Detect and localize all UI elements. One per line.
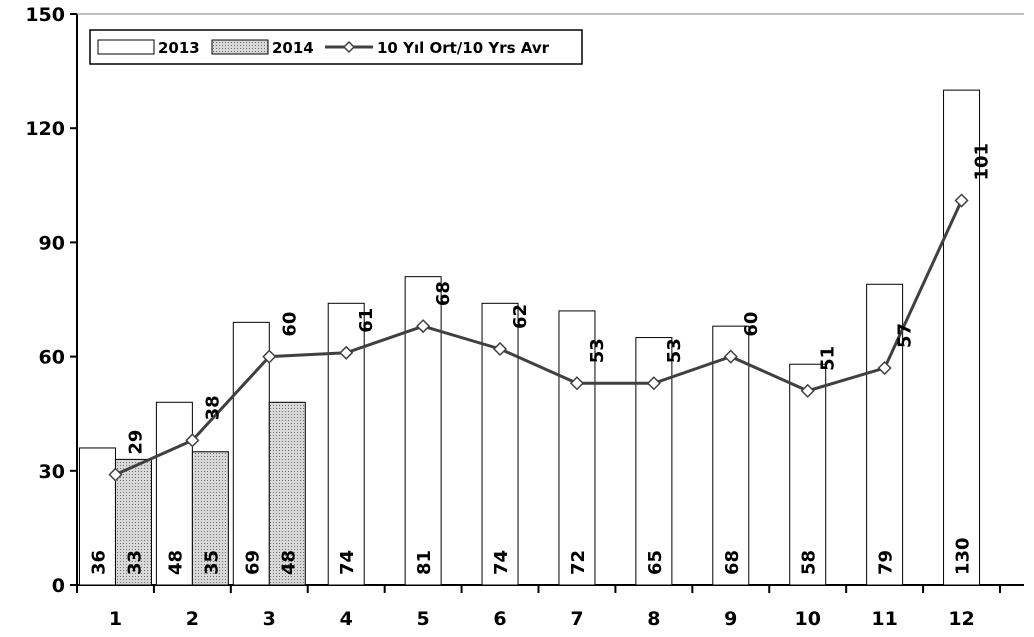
line-value-label: 51 (818, 346, 839, 371)
line-10yr-avg (114, 199, 963, 476)
bar-2013 (78, 447, 116, 586)
line-point-diamond (646, 376, 661, 391)
x-tick-label: 8 (647, 608, 660, 630)
line-value-label: 60 (279, 312, 300, 337)
bar-2013 (232, 321, 270, 586)
legend-label-2013: 2013 (158, 39, 200, 57)
line-point-diamond (800, 383, 815, 398)
bar-label-2014: 35 (201, 550, 222, 575)
line-value-label: 62 (510, 304, 531, 329)
bar-label-2013: 65 (645, 550, 666, 575)
x-tick-label: 3 (263, 608, 276, 630)
bar-label-2013: 72 (568, 550, 589, 575)
line-point-diamond (262, 349, 277, 364)
legend-label-10yr-avg: 10 Yıl Ort/10 Yrs Avr (377, 39, 550, 57)
y-tick-label: 150 (25, 4, 65, 26)
x-tick-label: 4 (340, 608, 353, 630)
bar-2013 (155, 401, 193, 586)
x-tick-label: 1 (109, 608, 122, 630)
legend-swatch-2014 (211, 39, 269, 55)
line-point-diamond (954, 193, 969, 208)
x-tick-label: 5 (417, 608, 430, 630)
bar-label-2013: 69 (242, 550, 263, 575)
line-point-diamond (492, 341, 508, 357)
legend-box (89, 29, 583, 65)
legend-label-2014: 2014 (272, 39, 314, 57)
x-tick-label: 6 (493, 608, 506, 630)
y-tick-label: 0 (52, 575, 65, 597)
legend-swatch-2013 (97, 39, 155, 55)
y-tick-label: 60 (39, 347, 65, 369)
bar-2014 (268, 401, 306, 586)
bar-label-2013: 81 (414, 550, 435, 575)
bar-label-2013: 79 (876, 550, 897, 575)
line-point-diamond (185, 433, 200, 448)
line-value-label: 53 (664, 338, 685, 363)
y-tick-label: 90 (39, 232, 65, 254)
line-point-diamond (108, 467, 123, 482)
x-tick-label: 11 (871, 608, 897, 630)
bar-label-2013: 68 (722, 550, 743, 575)
bar-2013 (866, 283, 904, 586)
line-point-diamond (339, 345, 354, 360)
line-series-group (108, 193, 969, 482)
y-tick-label: 120 (25, 118, 65, 140)
x-tick-label: 12 (948, 608, 974, 630)
y-axis: 0 30 60 90 120 150 (25, 4, 1024, 597)
x-tick-label: 9 (724, 608, 737, 630)
line-point-diamond (416, 319, 431, 334)
bar-2013 (712, 325, 750, 586)
bar-2014 (114, 458, 152, 586)
bar-label-2013: 36 (88, 550, 109, 575)
bar-label-2013: 48 (165, 550, 186, 575)
bar-label-2013: 130 (953, 537, 974, 575)
line-value-label: 101 (972, 143, 993, 181)
line-value-label: 61 (356, 308, 377, 333)
x-tick-label: 7 (570, 608, 583, 630)
x-tick-label: 2 (186, 608, 199, 630)
bar-label-2013: 74 (337, 550, 358, 575)
data-labels-group: 36 33 48 35 69 48 74 81 74 72 65 68 58 79 130 29 38 60 61 6… (88, 143, 992, 575)
bar-2013 (327, 302, 365, 586)
line-value-label: 68 (433, 281, 454, 306)
line-value-label: 29 (125, 430, 146, 455)
bar-label-2014: 48 (278, 550, 299, 575)
line-point-diamond (877, 360, 892, 376)
legend: 2013 2014 10 Yıl Ort/10 Yrs Avr (89, 29, 583, 65)
bar-2014 (191, 451, 229, 586)
bar-2013 (789, 363, 827, 586)
bar-label-2014: 33 (124, 550, 145, 575)
line-point-diamond (723, 349, 738, 364)
line-value-label: 60 (741, 312, 762, 337)
x-tick-label: 10 (794, 608, 820, 630)
legend-marker-diamond-icon (342, 40, 356, 54)
bar-2013 (558, 310, 596, 586)
bar-label-2013: 74 (491, 550, 512, 575)
bar-label-2013: 58 (799, 550, 820, 575)
line-value-label: 57 (895, 323, 916, 348)
x-axis: 1 2 3 4 5 6 7 8 9 10 11 12 (76, 584, 1024, 630)
line-value-label: 53 (587, 338, 608, 363)
bar-2013 (943, 89, 981, 586)
y-tick-label: 30 (39, 461, 65, 483)
line-value-label: 38 (202, 395, 223, 420)
bars-group (78, 89, 981, 586)
line-point-diamond (569, 376, 585, 391)
bar-2013 (635, 337, 673, 586)
